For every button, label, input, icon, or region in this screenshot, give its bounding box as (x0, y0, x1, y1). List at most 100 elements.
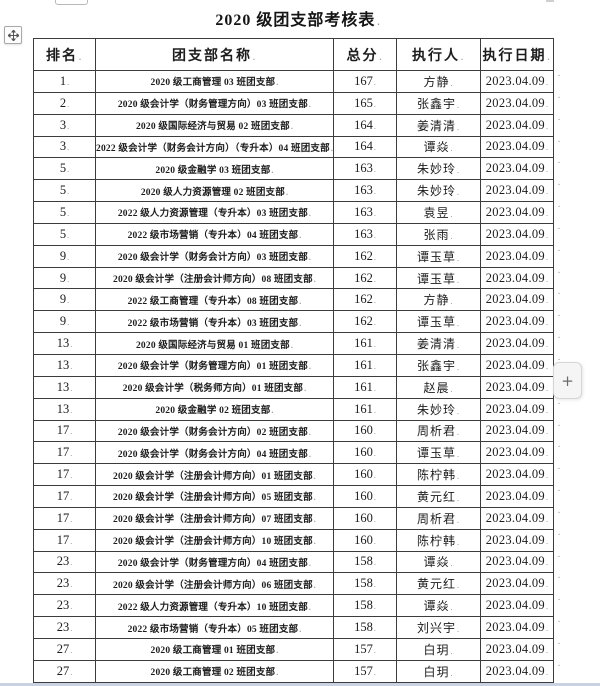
cell-score[interactable]: 161 (333, 397, 397, 421)
cell-name[interactable]: 2022 级会计学（财务会计方向）（专升本）04 班团支部 (95, 135, 334, 159)
cell-rank[interactable]: 5 (33, 201, 96, 224)
cell-rank[interactable]: 9 (33, 288, 96, 312)
cell-rank[interactable]: 13 (33, 375, 96, 399)
cell-name[interactable]: 2022 级市场营销（专升本）04 班团支部 (95, 222, 334, 246)
cell-name[interactable]: 2020 级国际经济与贸易 01 班团支部 (95, 332, 334, 355)
cell-name[interactable]: 2020 级会计学（注册会计师方向）07 班团支部 (95, 506, 334, 530)
cell-rank[interactable]: 27 (33, 659, 96, 683)
cell-date[interactable]: 2023.04.09 (480, 463, 562, 487)
cell-score[interactable]: 164 (333, 135, 397, 159)
cell-date[interactable]: 2023.04.09 (480, 659, 562, 683)
cell-name[interactable]: 2020 级工商管理 03 班团支部 (95, 70, 334, 93)
cell-date[interactable]: 2023.04.09 (480, 179, 562, 203)
cell-name[interactable]: 2020 级会计学（财务会计方向）03 班团支部 (95, 244, 334, 268)
cell-name[interactable]: 2020 级会计学（财务管理方向）03 班团支部 (95, 91, 334, 115)
cell-name[interactable]: 2022 级工商管理（专升本）08 班团支部 (95, 288, 334, 312)
cell-date[interactable]: 2023.04.09 (480, 288, 562, 312)
cell-name[interactable]: 2020 级会计学（财务会计方向）02 班团支部 (95, 419, 334, 443)
cell-date[interactable]: 2023.04.09 (480, 310, 562, 334)
cell-name[interactable]: 2020 级会计学（注册会计师方向）08 班团支部 (95, 266, 334, 290)
cell-date[interactable]: 2023.04.09 (480, 419, 562, 443)
cell-exec[interactable]: 姜清清 (396, 113, 481, 137)
cell-score[interactable]: 164 (333, 113, 397, 137)
cell-score[interactable]: 161 (333, 353, 397, 377)
cell-exec[interactable]: 谭玉草 (396, 266, 481, 290)
cell-exec[interactable]: 谭玉草 (396, 244, 481, 268)
cell-exec[interactable]: 袁昱 (396, 201, 481, 224)
cell-score[interactable]: 160 (333, 506, 397, 530)
cell-name[interactable]: 2020 级工商管理 01 班团支部 (95, 637, 334, 661)
cell-date[interactable]: 2023.04.09 (480, 594, 562, 618)
cell-rank[interactable]: 13 (33, 353, 96, 377)
table-move-handle[interactable] (4, 26, 22, 44)
cell-rank[interactable]: 5 (33, 222, 96, 246)
cell-rank[interactable]: 23 (33, 616, 96, 639)
cell-date[interactable]: 2023.04.09 (480, 375, 562, 399)
column-header-3[interactable]: 执行人 (396, 38, 481, 71)
cell-rank[interactable]: 5 (33, 157, 96, 181)
cell-score[interactable]: 163 (333, 179, 397, 203)
cell-rank[interactable]: 3 (33, 113, 96, 137)
cell-exec[interactable]: 谭焱 (396, 135, 481, 159)
cell-date[interactable]: 2023.04.09 (480, 353, 562, 377)
cell-score[interactable]: 161 (333, 375, 397, 399)
cell-exec[interactable]: 方静 (396, 70, 481, 93)
cell-score[interactable]: 158 (333, 572, 397, 596)
cell-score[interactable]: 162 (333, 310, 397, 334)
cell-name[interactable]: 2020 级金融学 03 班团支部 (95, 157, 334, 181)
cell-date[interactable]: 2023.04.09 (480, 222, 562, 246)
column-header-1[interactable]: 团支部名称 (95, 38, 334, 71)
cell-date[interactable]: 2023.04.09 (480, 244, 562, 268)
cell-exec[interactable]: 朱妙玲 (396, 157, 481, 181)
cell-exec[interactable]: 张鑫宇 (396, 353, 481, 377)
cell-name[interactable]: 2020 级会计学（财务管理方向）04 班团支部 (95, 550, 334, 574)
cell-rank[interactable]: 13 (33, 332, 96, 355)
cell-name[interactable]: 2022 级人力资源管理（专升本）03 班团支部 (95, 201, 334, 224)
cell-rank[interactable]: 9 (33, 244, 96, 268)
cell-name[interactable]: 2020 级会计学（注册会计师方向）06 班团支部 (95, 572, 334, 596)
cell-date[interactable]: 2023.04.09 (480, 157, 562, 181)
cell-score[interactable]: 160 (333, 528, 397, 552)
cell-exec[interactable]: 方静 (396, 288, 481, 312)
cell-exec[interactable]: 张鑫宇 (396, 91, 481, 115)
cell-score[interactable]: 163 (333, 157, 397, 181)
cell-rank[interactable]: 2 (33, 91, 96, 115)
cell-exec[interactable]: 谭玉草 (396, 441, 481, 465)
page-title[interactable]: 2020 级团支部考核表 (0, 6, 596, 30)
column-header-4[interactable]: 执行日期 (480, 38, 554, 71)
cell-name[interactable]: 2020 级会计学（财务会计方向）04 班团支部 (95, 441, 334, 465)
cell-rank[interactable]: 17 (33, 419, 96, 443)
cell-exec[interactable]: 刘兴宇 (396, 616, 481, 639)
cell-rank[interactable]: 13 (33, 397, 96, 421)
cell-exec[interactable]: 赵晨 (396, 375, 481, 399)
cell-exec[interactable]: 黄元红 (396, 485, 481, 508)
cell-exec[interactable]: 朱妙玲 (396, 397, 481, 421)
cell-exec[interactable]: 谭玉草 (396, 310, 481, 334)
cell-exec[interactable]: 周析君 (396, 506, 481, 530)
cell-rank[interactable]: 17 (33, 528, 96, 552)
cell-date[interactable]: 2023.04.09 (480, 266, 562, 290)
cell-name[interactable]: 2022 级市场营销（专升本）05 班团支部 (95, 616, 334, 639)
cell-score[interactable]: 160 (333, 419, 397, 443)
cell-score[interactable]: 163 (333, 222, 397, 246)
cell-rank[interactable]: 23 (33, 572, 96, 596)
cell-score[interactable]: 165 (333, 91, 397, 115)
cell-name[interactable]: 2020 级会计学（税务师方向）01 班团支部 (95, 375, 334, 399)
cell-exec[interactable]: 朱妙玲 (396, 179, 481, 203)
cell-rank[interactable]: 27 (33, 637, 96, 661)
column-header-2[interactable]: 总分 (333, 38, 397, 71)
cell-score[interactable]: 162 (333, 288, 397, 312)
cell-score[interactable]: 158 (333, 594, 397, 618)
cell-rank[interactable]: 9 (33, 266, 96, 290)
cell-score[interactable]: 158 (333, 550, 397, 574)
cell-exec[interactable]: 白玥 (396, 637, 481, 661)
cell-rank[interactable]: 23 (33, 594, 96, 618)
cell-score[interactable]: 160 (333, 441, 397, 465)
cell-exec[interactable]: 姜清清 (396, 332, 481, 355)
cell-exec[interactable]: 周析君 (396, 419, 481, 443)
cell-date[interactable]: 2023.04.09 (480, 332, 562, 355)
cell-rank[interactable]: 17 (33, 441, 96, 465)
cell-score[interactable]: 167 (333, 70, 397, 93)
cell-rank[interactable]: 17 (33, 485, 96, 508)
cell-date[interactable]: 2023.04.09 (480, 506, 562, 530)
